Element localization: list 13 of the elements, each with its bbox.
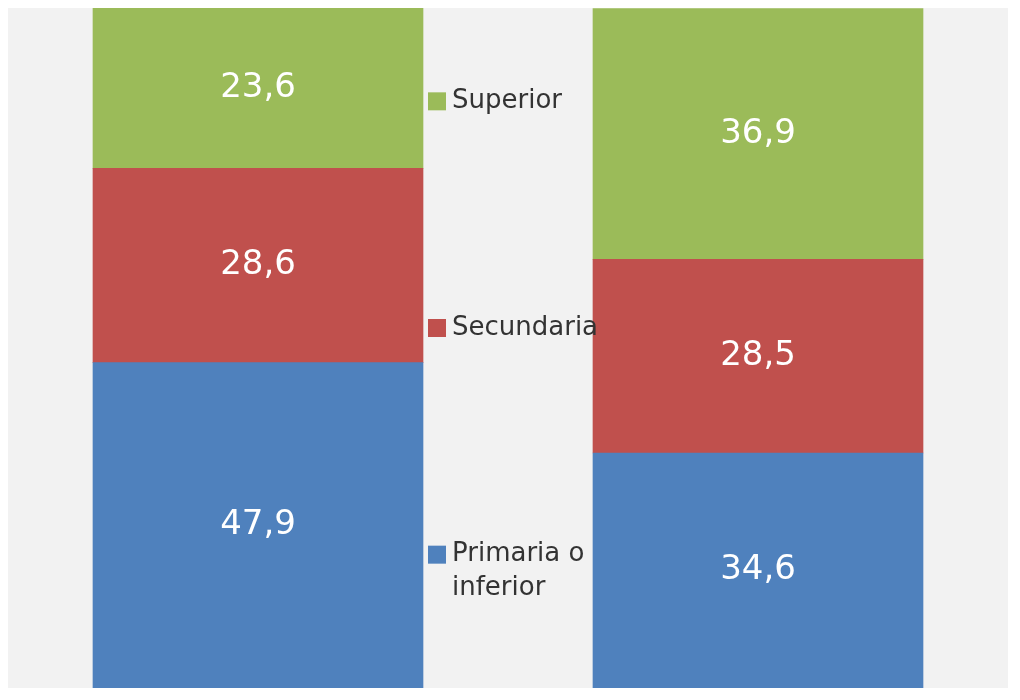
- data-label: 34,6: [720, 547, 796, 588]
- bar: [592, 8, 924, 260]
- data-label: 23,6: [220, 64, 296, 105]
- data-label: 36,9: [720, 110, 796, 151]
- legend-label: Superior: [452, 84, 563, 115]
- bar: [92, 8, 424, 169]
- data-label: 47,9: [220, 502, 296, 543]
- bar: [92, 167, 424, 363]
- bar: [92, 362, 424, 688]
- data-label: 28,5: [720, 332, 796, 373]
- data-label: 28,6: [220, 242, 296, 283]
- bar: [592, 452, 924, 688]
- legend-label: Primaria o inferior: [452, 537, 585, 602]
